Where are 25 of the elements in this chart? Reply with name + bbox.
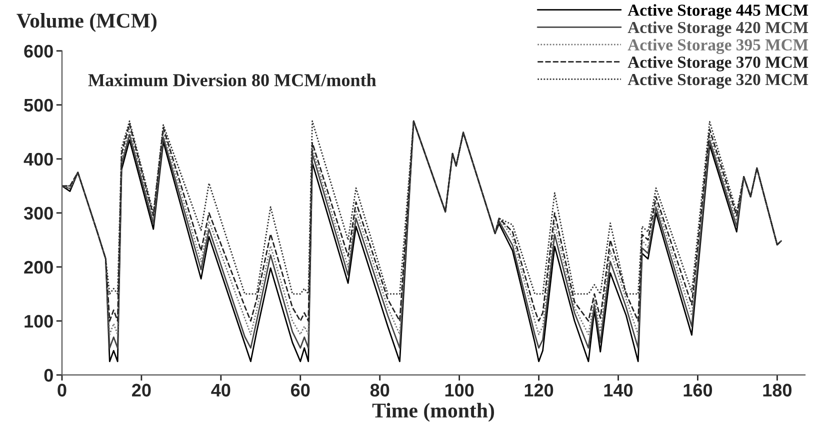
x-tick-label: 120	[524, 384, 554, 397]
x-tick-label: 80	[370, 384, 390, 397]
x-tick-label: 40	[211, 384, 230, 397]
y-tick-label: 0	[44, 368, 53, 382]
y-tick-label: 100	[24, 314, 53, 328]
x-axis-title: Time (month)	[372, 402, 494, 422]
y-tick-label: 600	[24, 44, 53, 58]
x-tick-label: 0	[58, 384, 66, 397]
y-tick-label: 500	[24, 98, 53, 112]
annotation: Maximum Diversion 80 MCM/month	[88, 74, 376, 86]
x-tick-label: 60	[291, 384, 310, 397]
text: Active Storage 370 MCM	[628, 56, 808, 72]
x-tick-label: 180	[763, 384, 792, 397]
text: Active Storage 395 MCM	[628, 38, 808, 54]
text: Active Storage 445 MCM	[628, 4, 808, 20]
text: Active Storage 420 MCM	[628, 21, 808, 37]
x-tick-label: 100	[445, 384, 474, 397]
text: Active Storage 320 MCM	[628, 73, 808, 89]
y-tick-label: 400	[24, 152, 53, 166]
y-axis-title: Volume (MCM)	[16, 13, 156, 32]
x-tick-label: 160	[684, 384, 712, 397]
y-tick-label: 300	[24, 206, 53, 220]
y-tick-label: 200	[24, 260, 53, 274]
x-tick-label: 140	[604, 384, 633, 397]
x-tick-label: 20	[132, 384, 151, 397]
